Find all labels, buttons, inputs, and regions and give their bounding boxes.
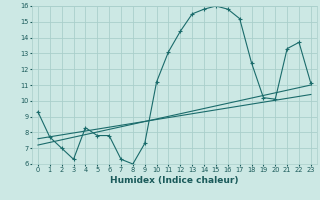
X-axis label: Humidex (Indice chaleur): Humidex (Indice chaleur) — [110, 176, 239, 185]
